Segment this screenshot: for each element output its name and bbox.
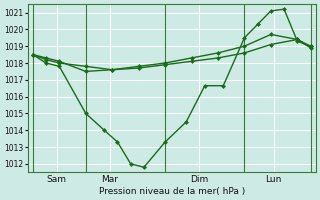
X-axis label: Pression niveau de la mer( hPa ): Pression niveau de la mer( hPa ) [99, 187, 245, 196]
